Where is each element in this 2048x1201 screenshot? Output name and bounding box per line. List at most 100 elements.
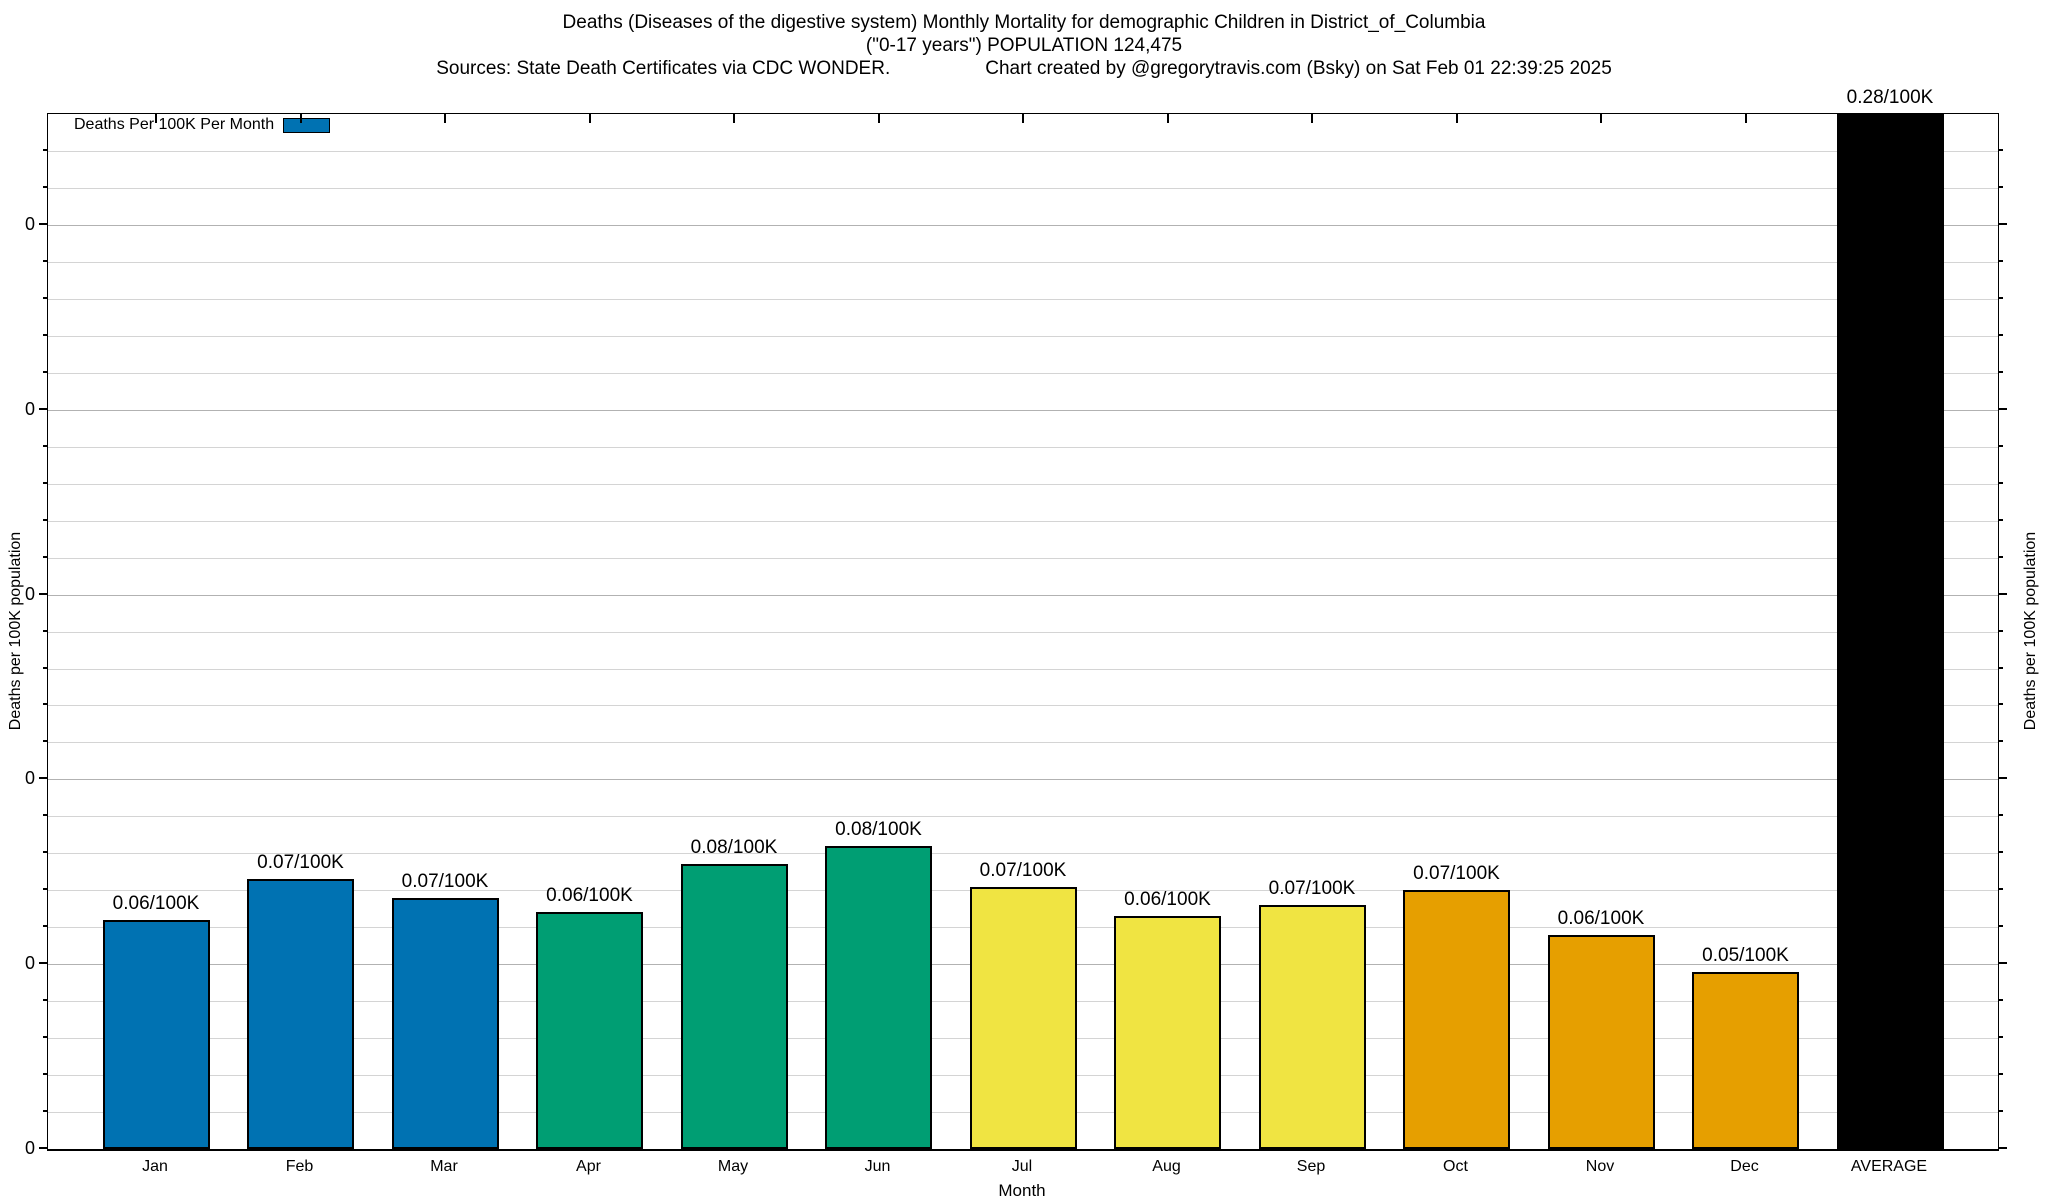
y-major-tick-right [1999,777,2007,780]
y-minor-tick-right [1999,555,2003,558]
x-top-tick [1022,114,1024,123]
x-top-tick [299,114,302,123]
y-minor-tick [43,149,47,151]
y-tick-label: 0 [24,768,35,789]
y-minor-tick-right [1999,814,2003,817]
bar-nov [1547,935,1655,1149]
x-top-tick [155,114,157,123]
legend: Deaths Per 100K Per Month [74,116,331,134]
y-minor-tick [43,518,47,521]
bar-value-label: 0.07/100K [401,871,489,892]
bar-value-label: 0.07/100K [1268,878,1356,899]
y-minor-gridline [48,298,1998,300]
x-category-label: AVERAGE [1850,1158,1928,1175]
x-category-label: Jan [142,1158,168,1175]
y-major-tick [39,1147,47,1149]
y-minor-tick-right [1999,1036,2003,1039]
y-minor-gridline [48,557,1998,559]
legend-swatch [283,117,331,133]
y-major-gridline [48,409,1998,411]
bar-value-label: 0.07/100K [979,860,1067,881]
plot-area: Deaths Per 100K Per Month 0.06/100K 0.07/… [47,87,1999,1151]
y-major-gridline [48,224,1998,226]
y-axis-label-left: Deaths per 100K population [7,531,24,731]
y-minor-tick-right [1999,1073,2003,1076]
y-minor-gridline [48,705,1998,707]
y-major-tick-right [1999,962,2007,965]
y-minor-tick-right [1999,666,2003,669]
y-major-gridline [48,594,1998,596]
x-top-tick [1455,114,1458,123]
y-minor-tick [43,555,47,558]
x-category-label: Sep [1296,1158,1326,1175]
y-minor-gridline [48,372,1998,374]
y-major-tick-right [1999,222,2007,225]
bar-may [680,864,788,1149]
y-minor-tick-right [1999,518,2003,521]
bar-value-label: 0.07/100K [257,852,344,873]
y-major-gridline [48,779,1998,781]
x-top-tick [1166,114,1169,123]
x-top-tick [1311,114,1313,123]
y-minor-gridline [48,631,1998,633]
y-minor-tick [43,185,47,188]
y-minor-tick [43,333,47,336]
y-minor-tick-right [1999,481,2003,484]
x-axis-label: Month [998,1181,1046,1200]
y-minor-tick [43,259,47,262]
bar-mar [391,898,499,1149]
bar-aug [1114,916,1221,1149]
bar-apr [536,912,643,1149]
y-minor-gridline [48,742,1998,744]
y-minor-tick-right [1999,259,2003,262]
x-category-label: May [717,1158,749,1175]
y-minor-tick [43,296,47,299]
bar-value-label: 0.05/100K [1702,945,1789,966]
y-minor-tick-right [1999,703,2003,706]
x-category-label: Nov [1585,1158,1615,1175]
x-category-label: Apr [576,1158,601,1175]
y-minor-gridline [48,520,1998,522]
y-minor-tick [43,740,47,743]
x-top-tick [1600,114,1602,123]
y-major-tick-right [1999,407,2007,410]
bar-dec [1692,972,1799,1149]
y-minor-tick-right [1999,370,2003,373]
y-tick-label: 0 [24,583,35,604]
y-minor-gridline [48,187,1998,189]
y-minor-tick [43,999,47,1002]
bar-average [1836,114,1944,1149]
x-category-label: Mar [430,1158,458,1175]
y-minor-tick [43,1073,47,1076]
y-minor-gridline [48,151,1998,152]
y-minor-gridline [48,261,1998,263]
y-minor-tick-right [1999,925,2003,928]
y-major-tick [39,592,47,595]
y-major-tick [39,222,47,225]
x-top-tick [733,114,735,123]
bar-value-label: 0.07/100K [1413,863,1500,884]
bar-oct [1403,890,1510,1149]
y-minor-tick [43,666,47,669]
y-tick-label: 0 [24,1138,35,1158]
bar-value-label: 0.06/100K [112,893,200,914]
y-tick-label: 0 [24,953,35,974]
chart-sources-text: Sources: State Death Certificates via CD… [436,58,891,79]
bar-value-label: 0.08/100K [690,837,778,858]
y-minor-tick-right [1999,149,2003,151]
x-category-label: Feb [285,1158,314,1175]
bar-value-label: 0.06/100K [546,885,633,906]
y-minor-tick [43,1036,47,1039]
y-minor-gridline [48,483,1998,485]
chart-title-line2: ("0-17 years") POPULATION 124,475 [865,35,1183,56]
bar-value-label: 0.06/100K [1124,889,1211,910]
x-category-label: Jun [864,1158,891,1175]
x-category-label: Dec [1730,1158,1759,1175]
y-minor-tick-right [1999,333,2003,336]
x-top-tick [1744,114,1747,123]
y-minor-tick [43,925,47,928]
y-major-tick-right [1999,1147,2007,1149]
y-minor-tick-right [1999,1110,2003,1112]
y-minor-tick [43,851,47,854]
chart-title-line3: Sources: State Death Certificates via CD… [0,58,2048,80]
